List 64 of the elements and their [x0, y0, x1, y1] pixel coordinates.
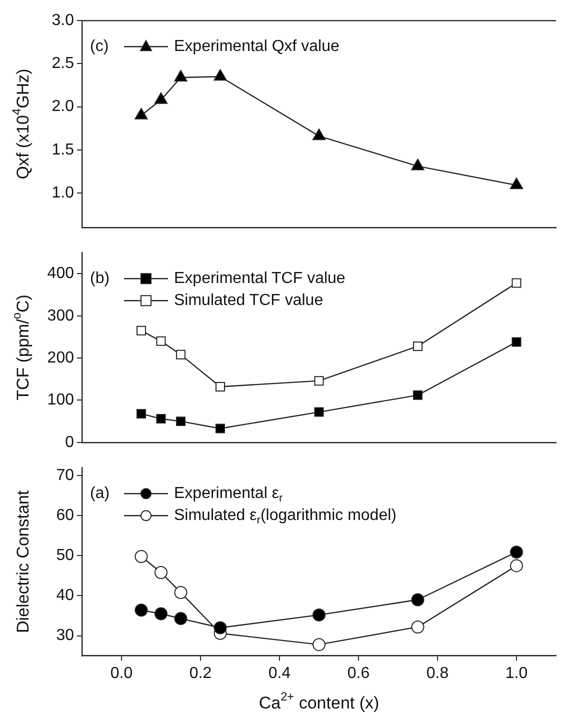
x-tick-label: 0.6 — [347, 664, 370, 682]
y-tick-label: 3.0 — [52, 12, 74, 30]
point — [176, 350, 186, 360]
y-tick-label: 2.0 — [52, 98, 74, 116]
point — [134, 108, 148, 120]
point — [314, 376, 324, 386]
point — [214, 621, 227, 634]
point — [512, 278, 522, 288]
y-axis-title: Dielectric Constant — [14, 490, 33, 634]
x-tick-label: 0.4 — [268, 664, 291, 682]
legend-label: Experimental TCF value — [174, 270, 346, 288]
point — [413, 341, 422, 351]
legend-label: Simulated TCF value — [174, 292, 324, 310]
point — [174, 612, 188, 626]
y-tick-label: 0 — [65, 434, 74, 451]
y-tick-label: 1.0 — [52, 184, 74, 202]
point — [216, 382, 225, 392]
x-tick-label: 0.8 — [426, 664, 449, 682]
annotation: (a) — [90, 485, 110, 502]
annotation: (c) — [90, 38, 109, 56]
x-tick-label: 0.0 — [110, 664, 133, 682]
y-tick-label: 200 — [47, 349, 74, 366]
point — [214, 69, 227, 81]
legend-label: Experimental Qxf value — [174, 38, 340, 56]
point — [312, 638, 326, 652]
point — [154, 566, 168, 580]
y-tick-label: 1.5 — [52, 141, 74, 158]
point — [176, 416, 186, 426]
point — [154, 607, 168, 620]
point — [136, 408, 146, 418]
y-axis-title: TCF (ppm/oC) — [9, 294, 33, 400]
y-tick-label: 100 — [47, 392, 74, 409]
point — [216, 424, 225, 434]
y-tick-label: 2.5 — [52, 55, 74, 72]
point — [312, 128, 326, 140]
y-tick-label: 300 — [47, 307, 74, 324]
y-axis-title: Qxf (x104GHz) — [9, 68, 33, 180]
y-tick-label: 30 — [56, 627, 74, 644]
point — [411, 158, 424, 170]
point — [134, 604, 148, 617]
point — [411, 620, 424, 634]
point — [510, 546, 523, 559]
point — [174, 586, 188, 600]
point — [174, 70, 188, 82]
point — [154, 92, 168, 104]
point — [512, 337, 522, 347]
x-tick-label: 0.2 — [189, 664, 212, 682]
point — [314, 407, 324, 417]
point — [413, 390, 422, 400]
y-tick-label: 50 — [56, 547, 74, 564]
annotation: (b) — [90, 270, 110, 288]
point — [156, 336, 166, 346]
point — [156, 414, 166, 424]
y-tick-label: 60 — [56, 507, 74, 524]
y-tick-label: 70 — [56, 467, 74, 484]
point — [510, 559, 523, 572]
point — [134, 550, 148, 563]
y-tick-label: 40 — [56, 587, 74, 604]
y-tick-label: 400 — [47, 265, 74, 282]
point — [510, 178, 524, 190]
point — [136, 326, 146, 336]
point — [411, 593, 424, 606]
point — [312, 608, 326, 622]
x-tick-label: 1.0 — [505, 664, 528, 682]
